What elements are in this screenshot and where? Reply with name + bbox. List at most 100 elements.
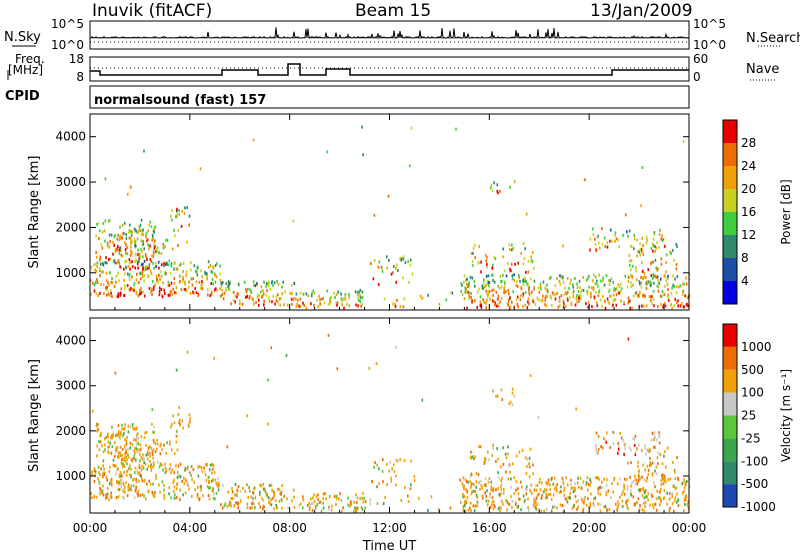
power-cell bbox=[96, 281, 99, 284]
power-cell bbox=[258, 298, 260, 302]
power-cell bbox=[635, 291, 638, 295]
power-cell bbox=[591, 227, 594, 231]
power-cell bbox=[664, 275, 666, 279]
power-cell bbox=[640, 281, 642, 285]
power-cell bbox=[663, 303, 665, 307]
power-cell bbox=[121, 254, 123, 258]
velocity-cell bbox=[524, 498, 527, 502]
power-cell bbox=[171, 218, 173, 222]
velocity-cell bbox=[462, 493, 464, 496]
power-cell bbox=[201, 275, 203, 278]
velocity-cell bbox=[156, 438, 158, 442]
velocity-cell bbox=[163, 488, 165, 492]
power-cell bbox=[600, 279, 602, 283]
velocity-cell bbox=[101, 491, 104, 495]
velocity-cell bbox=[124, 423, 127, 427]
velocity-cell bbox=[473, 483, 475, 486]
velocity-cell bbox=[185, 479, 188, 483]
power-cell bbox=[129, 237, 132, 241]
velocity-cell bbox=[124, 490, 126, 494]
power-cell bbox=[208, 265, 210, 269]
power-cell bbox=[546, 283, 548, 287]
velocity-colorbar-segment bbox=[723, 461, 737, 485]
power-cell bbox=[141, 230, 144, 234]
power-cell bbox=[643, 275, 645, 279]
velocity-cell bbox=[575, 407, 577, 411]
velocity-cell bbox=[110, 434, 113, 438]
power-cell bbox=[105, 293, 108, 297]
power-cell bbox=[342, 297, 345, 301]
power-cell bbox=[158, 290, 161, 293]
velocity-cell bbox=[109, 482, 111, 486]
velocity-cell bbox=[170, 425, 172, 429]
velocity-cell bbox=[140, 447, 142, 451]
velocity-cell bbox=[658, 431, 660, 435]
velocity-cell bbox=[293, 495, 295, 499]
velocity-cell bbox=[122, 434, 124, 438]
velocity-cell bbox=[593, 497, 595, 501]
velocity-cell bbox=[96, 454, 98, 458]
velocity-cell bbox=[159, 490, 161, 494]
power-cell bbox=[645, 280, 648, 284]
velocity-cell bbox=[662, 473, 665, 477]
velocity-cell bbox=[124, 452, 126, 456]
power-cell bbox=[603, 236, 606, 240]
velocity-cell bbox=[124, 446, 127, 450]
velocity-cell bbox=[103, 467, 105, 471]
power-cell bbox=[206, 277, 208, 281]
power-cell bbox=[128, 236, 131, 240]
velocity-cell bbox=[163, 496, 166, 500]
power-cell bbox=[357, 295, 359, 299]
power-cell bbox=[541, 294, 544, 298]
power-cell bbox=[629, 244, 632, 248]
power-cell bbox=[594, 275, 597, 279]
power-cell bbox=[632, 294, 635, 298]
velocity-cell bbox=[126, 494, 129, 497]
velocity-cell bbox=[660, 499, 662, 503]
velocity-cell bbox=[465, 480, 468, 483]
power-cell bbox=[190, 277, 193, 281]
velocity-cell bbox=[634, 434, 637, 438]
power-cell bbox=[576, 294, 578, 298]
power-cell bbox=[493, 181, 495, 185]
velocity-cell bbox=[527, 497, 529, 501]
velocity-cell bbox=[536, 493, 539, 497]
power-cell bbox=[526, 306, 529, 310]
power-cell bbox=[491, 266, 494, 270]
velocity-cell bbox=[630, 493, 633, 497]
power-cell bbox=[232, 290, 235, 294]
velocity-cell bbox=[538, 480, 541, 484]
power-cell bbox=[116, 295, 119, 299]
power-cell bbox=[594, 237, 596, 241]
velocity-cell bbox=[655, 472, 658, 476]
velocity-cell bbox=[115, 472, 117, 476]
power-cell bbox=[587, 300, 590, 304]
velocity-cell bbox=[545, 488, 548, 492]
power-cell bbox=[640, 249, 643, 253]
power-cell bbox=[90, 292, 92, 296]
power-cell bbox=[336, 303, 338, 307]
power-cell bbox=[143, 247, 145, 251]
velocity-cell bbox=[547, 478, 550, 482]
velocity-cell bbox=[280, 490, 283, 494]
power-cell bbox=[511, 277, 514, 281]
velocity-cell bbox=[518, 450, 521, 454]
power-cell bbox=[570, 301, 573, 305]
power-cell bbox=[216, 262, 218, 266]
velocity-cell bbox=[650, 463, 652, 467]
power-cell bbox=[211, 265, 214, 268]
power-cell bbox=[129, 185, 132, 189]
velocity-cell bbox=[528, 462, 530, 466]
velocity-cell bbox=[622, 439, 625, 443]
power-cell bbox=[180, 224, 183, 228]
velocity-cell bbox=[612, 442, 615, 446]
velocity-cell bbox=[105, 435, 108, 439]
nave-tick-right-bottom: 0 bbox=[693, 70, 701, 84]
power-cell bbox=[636, 254, 638, 258]
velocity-cell bbox=[102, 464, 104, 468]
power-cell bbox=[515, 298, 518, 302]
power-cell bbox=[647, 280, 650, 284]
velocity-cell bbox=[539, 477, 541, 481]
velocity-cell bbox=[630, 484, 632, 488]
power-cell bbox=[657, 279, 660, 283]
